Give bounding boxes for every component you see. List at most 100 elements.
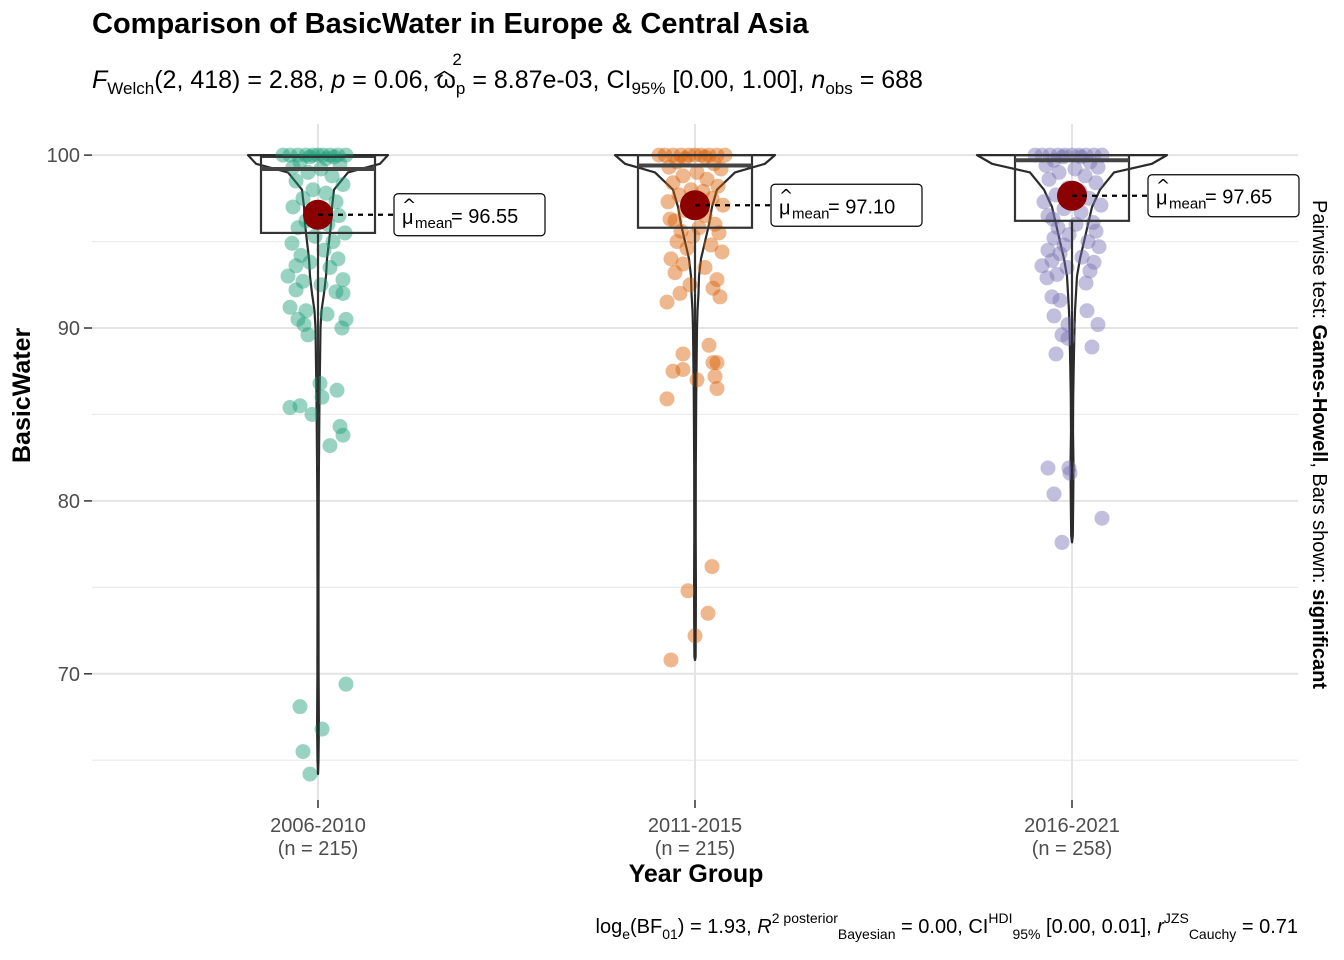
- omega-subscript: p: [455, 79, 466, 98]
- data-point: [1082, 263, 1098, 279]
- data-point: [282, 400, 298, 416]
- caption-r2-sub: Bayesian: [837, 926, 896, 942]
- data-point: [1041, 171, 1057, 187]
- data-point: [1050, 220, 1066, 236]
- data-point: [1094, 510, 1110, 526]
- data-point: [1052, 246, 1068, 262]
- data-point: [285, 199, 301, 215]
- y-tick-label: 80: [58, 491, 80, 513]
- data-point: [1040, 460, 1056, 476]
- data-point: [1080, 234, 1096, 250]
- caption-bf-sub: 01: [662, 926, 678, 942]
- data-point: [662, 211, 678, 227]
- stat-args: (2, 418) = 2.88,: [154, 66, 332, 94]
- caption-r-sub: Cauchy: [1188, 926, 1237, 942]
- data-point: [1051, 164, 1067, 180]
- data-point: [334, 320, 350, 336]
- data-point: [318, 151, 334, 167]
- mean-label-value: = 97.10: [828, 196, 895, 218]
- data-point: [1044, 289, 1060, 305]
- bayes-caption: loge(BF01) = 1.93, R2 posteriorBayesian …: [596, 910, 1299, 942]
- p-value: = 0.06,: [345, 66, 437, 94]
- n-value: = 688: [852, 66, 923, 94]
- data-point: [335, 272, 351, 288]
- x-axis-label: Year Group: [628, 860, 764, 888]
- data-point: [330, 251, 346, 267]
- data-point: [1046, 308, 1062, 324]
- data-point: [1040, 208, 1056, 224]
- data-point: [282, 147, 298, 163]
- data-point: [1049, 266, 1065, 282]
- data-point: [701, 337, 717, 353]
- p-symbol: p: [331, 66, 346, 94]
- data-point: [292, 398, 308, 414]
- data-point: [697, 259, 713, 275]
- data-point: [302, 766, 318, 782]
- data-point: [332, 419, 348, 435]
- data-point: [307, 228, 323, 244]
- y-tick-label: 70: [58, 664, 80, 686]
- data-point: [709, 272, 725, 288]
- data-point: [1077, 168, 1093, 184]
- data-point: [1039, 270, 1055, 286]
- mean-hat-icon: ^: [402, 196, 416, 216]
- data-point: [1067, 161, 1083, 177]
- data-point: [292, 699, 308, 715]
- data-point: [298, 303, 314, 319]
- data-point: [705, 355, 721, 371]
- pairwise-test-name: Games-Howell: [1308, 324, 1330, 463]
- data-point: [295, 190, 311, 206]
- data-point: [1079, 303, 1095, 319]
- data-point: [699, 171, 715, 187]
- data-point: [290, 220, 306, 236]
- data-point: [672, 285, 688, 301]
- mean-label-box: [770, 183, 923, 227]
- data-point: [295, 273, 311, 289]
- pairwise-middle: , Bars shown:: [1308, 462, 1330, 590]
- data-point: [1091, 239, 1107, 255]
- data-point: [1056, 237, 1072, 253]
- data-point: [712, 289, 728, 305]
- data-point: [1074, 249, 1090, 265]
- data-point: [292, 154, 308, 170]
- data-point: [300, 327, 316, 343]
- mean-label-mu: μ: [402, 207, 414, 229]
- n-subscript: obs: [825, 79, 853, 98]
- data-point: [709, 355, 725, 371]
- mean-label-sub: mean: [792, 205, 830, 222]
- data-point: [314, 721, 330, 737]
- pairwise-prefix: Pairwise test:: [1308, 200, 1330, 325]
- data-point: [328, 284, 344, 300]
- data-point: [682, 277, 698, 293]
- data-point: [1086, 254, 1102, 270]
- data-point: [322, 438, 338, 454]
- data-point: [325, 234, 341, 250]
- ci-subscript: 95%: [631, 79, 666, 98]
- data-point: [711, 225, 727, 241]
- data-point: [322, 147, 338, 163]
- data-point: [1045, 211, 1061, 227]
- data-point: [329, 382, 345, 398]
- mean-label-sub: mean: [415, 215, 453, 232]
- mean-label-value: = 97.65: [1205, 187, 1272, 209]
- data-point: [665, 363, 681, 379]
- omega-symbol: ︿ ω 2 p: [433, 50, 466, 99]
- data-point: [669, 234, 685, 250]
- data-point: [1034, 258, 1050, 274]
- data-point: [675, 256, 691, 272]
- data-point: [324, 168, 340, 184]
- data-point: [710, 178, 726, 194]
- data-point: [288, 282, 304, 298]
- data-point: [312, 375, 328, 391]
- data-point: [316, 242, 332, 258]
- mean-label-value: = 96.55: [451, 206, 518, 228]
- mean-label-sub: mean: [1169, 196, 1207, 213]
- stat-symbol: F: [92, 66, 108, 94]
- data-points: [275, 147, 1110, 782]
- data-point: [295, 744, 311, 760]
- data-point: [313, 277, 329, 293]
- data-point: [330, 147, 346, 163]
- stat-subscript: Welch: [107, 79, 155, 98]
- y-tick-label: 90: [58, 318, 80, 340]
